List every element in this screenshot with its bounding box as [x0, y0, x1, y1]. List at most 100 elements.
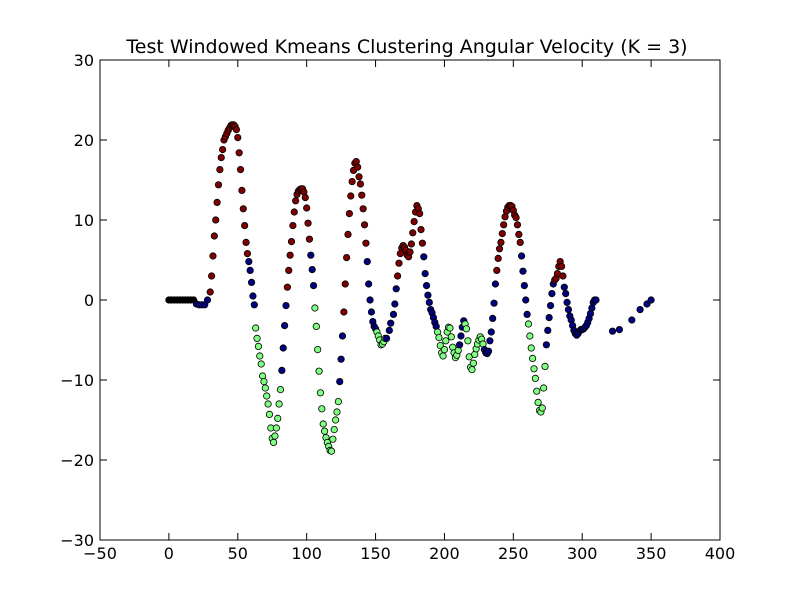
data-point-c2 [491, 280, 500, 288]
data-point-c3 [272, 424, 280, 432]
data-point-c1 [286, 251, 294, 259]
data-point-c2 [484, 347, 493, 355]
data-point-c3 [529, 354, 537, 362]
data-point-c2 [391, 300, 399, 308]
data-point-c2 [420, 253, 428, 261]
data-point-c1 [345, 210, 353, 218]
data-point-c2 [247, 278, 256, 286]
data-point-c3 [316, 389, 325, 397]
data-point-c1 [241, 222, 249, 230]
data-point-c1 [239, 205, 247, 213]
data-point-c2 [548, 289, 556, 298]
data-point-c2 [422, 281, 431, 290]
data-point-c3 [311, 304, 319, 312]
data-point-c1 [242, 238, 250, 246]
data-point-c3 [269, 438, 278, 446]
data-point-c2 [424, 291, 432, 299]
data-point-c3 [446, 324, 454, 332]
data-point-c3 [319, 420, 327, 428]
data-point-c3 [318, 405, 326, 413]
data-point-c2 [544, 326, 552, 334]
data-point-c1 [340, 308, 348, 316]
data-point-c1 [243, 250, 252, 258]
data-point-c2 [563, 298, 571, 306]
data-point-c1 [234, 134, 242, 142]
data-point-c2 [636, 305, 644, 314]
data-point-c1 [287, 238, 296, 246]
data-point-c3 [275, 400, 283, 408]
data-point-c2 [367, 308, 376, 316]
data-point-c1 [393, 272, 402, 280]
data-point-c3 [538, 404, 546, 412]
data-point-c3 [314, 345, 322, 354]
y-tick-label: 30 [74, 51, 94, 70]
data-point-c3 [271, 432, 279, 440]
data-point-c1 [285, 266, 293, 274]
data-point-c1 [343, 254, 351, 262]
x-tick-label: 150 [360, 544, 391, 563]
data-point-c2 [278, 366, 286, 374]
data-point-c2 [336, 377, 344, 386]
data-point-c1 [206, 288, 214, 296]
data-point-c2 [628, 316, 636, 324]
data-point-c1 [355, 173, 363, 181]
data-point-c2 [365, 280, 373, 288]
data-point-c2 [519, 267, 527, 275]
data-point-c1 [283, 283, 291, 291]
data-point-c2 [490, 299, 498, 307]
data-point-c1 [360, 221, 369, 229]
y-tick-label: −30 [60, 531, 94, 550]
data-point-c1 [395, 259, 403, 267]
data-point-c2 [592, 296, 600, 304]
data-point-c3 [435, 333, 443, 342]
data-point-c2 [608, 327, 617, 335]
data-point-c1 [354, 163, 362, 171]
data-point-c1 [409, 229, 417, 237]
data-point-c3 [260, 377, 268, 386]
data-point-c2 [647, 296, 655, 304]
data-point-c2 [281, 321, 289, 330]
y-tick-label: −10 [60, 371, 94, 390]
data-point-c1 [219, 146, 227, 154]
data-point-c1 [208, 272, 216, 280]
data-point-c1 [416, 210, 424, 218]
data-point-c1 [305, 235, 314, 243]
data-point-c1 [356, 180, 364, 188]
data-point-c3 [439, 352, 447, 360]
data-point-c3 [264, 400, 272, 408]
data-point-c1 [210, 232, 218, 240]
data-point-c3 [462, 325, 471, 333]
data-point-c3 [527, 344, 535, 352]
data-point-c3 [526, 332, 534, 340]
data-point-c3 [468, 365, 476, 374]
y-tick-label: 0 [84, 291, 94, 310]
data-point-c2 [309, 281, 318, 290]
data-point-c3 [440, 345, 449, 354]
data-point-c1 [359, 205, 367, 213]
x-tick-label: 0 [164, 544, 174, 563]
plot-frame [99, 59, 721, 541]
data-point-c1 [235, 149, 243, 157]
data-point-c3 [256, 352, 264, 360]
x-tick-label: 350 [636, 544, 667, 563]
data-point-c1 [513, 221, 522, 229]
y-tick-label: 10 [74, 211, 94, 230]
data-point-c2 [542, 341, 551, 349]
data-point-c3 [252, 324, 260, 332]
axis-ticks [99, 59, 721, 541]
data-point-c3 [533, 387, 541, 395]
data-point-c1 [341, 280, 349, 288]
data-point-c3 [530, 365, 538, 373]
data-point-c2 [523, 310, 531, 318]
data-point-c2 [250, 301, 258, 309]
data-point-c2 [421, 269, 429, 278]
data-point-c3 [531, 374, 539, 382]
data-point-c2 [457, 332, 465, 340]
data-point-c3 [442, 337, 450, 345]
data-point-c3 [261, 384, 269, 392]
data-point-c3 [333, 408, 341, 416]
data-point-c2 [487, 328, 495, 336]
x-tick-label: 200 [429, 544, 460, 563]
